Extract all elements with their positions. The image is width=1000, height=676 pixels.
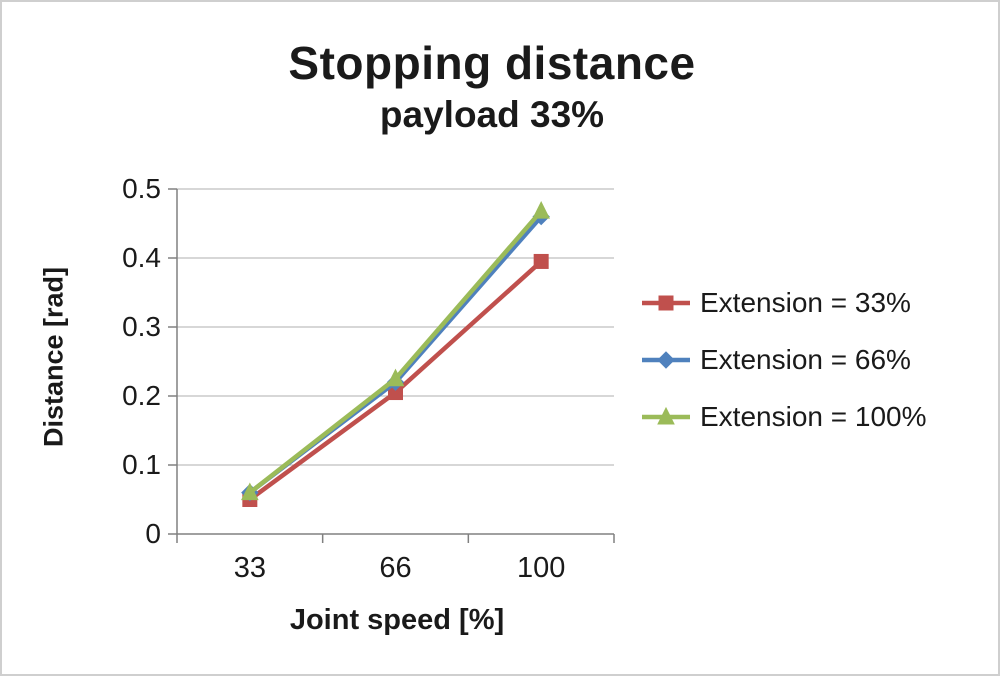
- chart-title: Stopping distance: [288, 37, 696, 89]
- y-tick-label: 0.2: [122, 380, 161, 411]
- marker-diamond: [657, 351, 675, 369]
- legend-item: Extension = 66%: [640, 342, 927, 378]
- y-tick-label: 0.5: [122, 173, 161, 204]
- marker-triangle: [532, 200, 550, 219]
- x-tick-label: 66: [379, 552, 411, 584]
- series-triangle: [241, 200, 550, 501]
- marker-triangle: [241, 482, 259, 501]
- legend-item: Extension = 100%: [640, 399, 927, 435]
- x-tick-label: 100: [517, 552, 565, 584]
- plot-area: 0 0.1 0.2 0.3 0.4 0.5 33 66 100: [122, 173, 615, 584]
- chart-subtitle: payload 33%: [379, 94, 605, 135]
- marker-triangle: [657, 406, 675, 425]
- legend-item: Extension = 33%: [640, 285, 927, 321]
- legend-marker-square-icon: [642, 295, 690, 311]
- marker-square: [533, 253, 549, 269]
- y-axis-title-text: Distance [rad]: [38, 266, 69, 448]
- legend-label: Extension = 33%: [700, 287, 911, 318]
- legend-marker-diamond-icon: [642, 351, 690, 369]
- marker-triangle: [386, 368, 405, 387]
- y-tick-label: 0.4: [122, 242, 161, 273]
- y-tick-label: 0.3: [122, 311, 161, 342]
- legend: Extension = 33% Extension = 66% Extensio…: [640, 285, 927, 435]
- y-tick-label: 0.1: [122, 449, 161, 480]
- marker-square: [658, 295, 674, 311]
- x-tick-label: 33: [234, 552, 266, 584]
- x-axis-title: Joint speed [%]: [289, 604, 505, 636]
- y-tick-label: 0: [145, 518, 161, 549]
- legend-label: Extension = 66%: [700, 344, 911, 375]
- series-line: [247, 208, 544, 495]
- legend-marker-triangle-icon: [642, 406, 690, 425]
- legend-label: Extension = 100%: [700, 401, 927, 432]
